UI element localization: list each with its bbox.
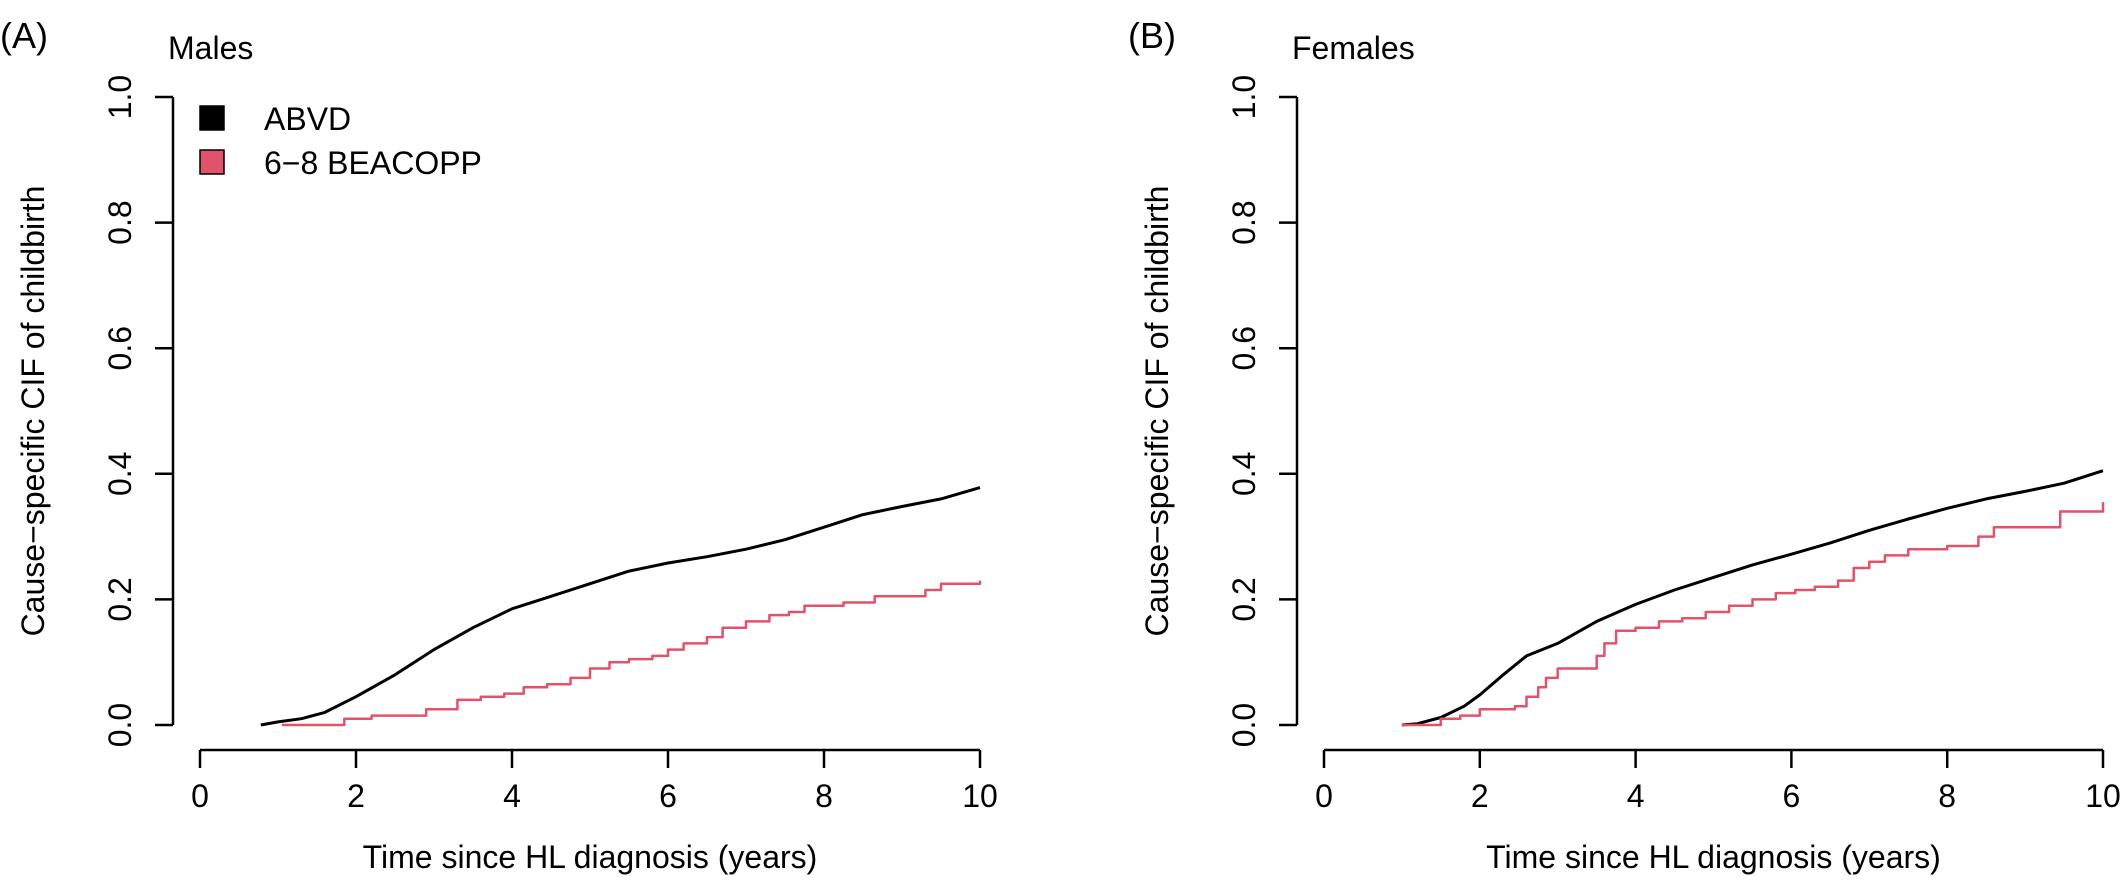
legend: ABVD 6−8 BEACOPP [199,101,482,181]
x-axis-title: Time since HL diagnosis (years) [1486,839,1941,875]
x-tick-label: 2 [347,778,365,814]
legend-label-abvd: ABVD [264,101,351,137]
x-tick-label: 0 [1315,778,1333,814]
chart-panel-a: (A) Males 0 2 4 6 8 10 Time since HL diagnosis (… [0,15,998,875]
x-tick-label: 0 [191,778,209,814]
x-tick-label: 10 [962,778,998,814]
y-tick-label: 0.8 [1226,200,1262,244]
x-axis-title: Time since HL diagnosis (years) [363,839,818,875]
series-line-beacopp [281,580,982,727]
series-line-beacopp [1401,502,2105,727]
y-tick-label: 1.0 [102,75,138,119]
x-tick-label: 4 [503,778,521,814]
y-tick-label: 0.0 [1226,703,1262,747]
y-tick-label: 0.6 [102,326,138,370]
panel-label: (A) [0,15,48,56]
x-tick-label: 8 [815,778,833,814]
series-line-abvd [1401,469,2104,727]
y-axis-title: Cause−specific CIF of childbirth [15,186,51,637]
x-tick-label: 6 [1783,778,1801,814]
x-tick-label: 2 [1471,778,1489,814]
legend-swatch-abvd [199,105,225,131]
panel-title: Males [168,30,253,66]
y-tick-label: 1.0 [1226,75,1262,119]
panel-label: (B) [1128,15,1176,56]
panel-title: Females [1292,30,1415,66]
legend-swatch-beacopp [199,149,225,175]
y-axis-title: Cause−specific CIF of childbirth [1139,186,1175,637]
x-tick-label: 6 [659,778,677,814]
chart-panel-b: (B) Females 0 2 4 6 8 10 Time since HL diagnosis… [1128,15,2121,875]
y-tick-label: 0.4 [102,452,138,496]
series-line-abvd [260,486,981,727]
x-tick-label: 4 [1627,778,1645,814]
y-tick-label: 0.8 [102,200,138,244]
x-tick-label: 10 [2085,778,2121,814]
y-tick-label: 0.6 [1226,326,1262,370]
y-tick-label: 0.0 [102,703,138,747]
y-tick-label: 0.2 [102,577,138,621]
x-tick-label: 8 [1938,778,1956,814]
legend-label-beacopp: 6−8 BEACOPP [264,145,482,181]
y-tick-label: 0.4 [1226,452,1262,496]
y-tick-label: 0.2 [1226,577,1262,621]
